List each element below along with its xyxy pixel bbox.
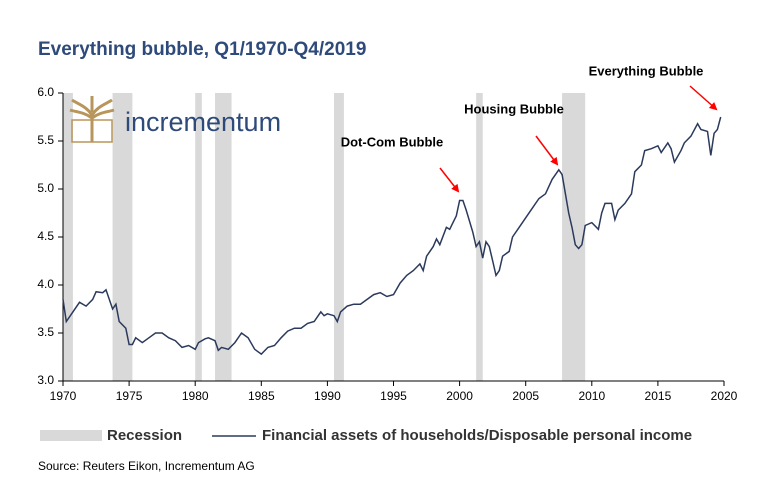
- x-tick-label: 1985: [248, 389, 275, 403]
- x-tick-label: 1995: [380, 389, 407, 403]
- annotation: Housing Bubble: [464, 101, 564, 116]
- x-tick-label: 1975: [116, 389, 143, 403]
- x-tick-label: 2020: [711, 389, 738, 403]
- annotation: Dot-Com Bubble: [341, 134, 444, 149]
- y-tick-label: 5.5: [37, 133, 54, 147]
- y-tick-label: 4.5: [37, 229, 54, 243]
- x-tick-label: 1970: [50, 389, 77, 403]
- logo-icon: [69, 96, 115, 143]
- annotation-arrow: [439, 167, 460, 193]
- x-tick-label: 1990: [314, 389, 341, 403]
- recession-band: [334, 93, 344, 381]
- logo-text: incrementum: [125, 107, 281, 137]
- recession-band: [63, 93, 73, 381]
- annotation-arrow: [689, 85, 718, 111]
- y-tick-label: 6.0: [37, 85, 54, 99]
- chart-title: Everything bubble, Q1/1970-Q4/2019: [38, 39, 366, 60]
- y-tick-label: 3.0: [37, 373, 54, 387]
- annotation-arrow: [535, 135, 559, 166]
- annotation: Everything Bubble: [589, 63, 704, 78]
- recession-band: [215, 93, 232, 381]
- data-line: [62, 116, 722, 356]
- x-tick-label: 2015: [645, 389, 672, 403]
- legend-swatch: [40, 430, 102, 441]
- source: Source: Reuters Eikon, Incrementum AG: [38, 459, 255, 473]
- recession-band: [195, 93, 202, 381]
- x-tick-label: 1980: [182, 389, 209, 403]
- y-tick-label: 4.0: [37, 277, 54, 291]
- legend-label: Financial assets of households/Disposabl…: [262, 427, 692, 444]
- x-tick-label: 2010: [578, 389, 605, 403]
- x-tick-label: 2005: [512, 389, 539, 403]
- y-tick-label: 3.5: [37, 325, 54, 339]
- x-tick-label: 2000: [446, 389, 473, 403]
- legend-label: Recession: [107, 427, 182, 444]
- y-tick-label: 5.0: [37, 181, 54, 195]
- recession-band: [476, 93, 483, 381]
